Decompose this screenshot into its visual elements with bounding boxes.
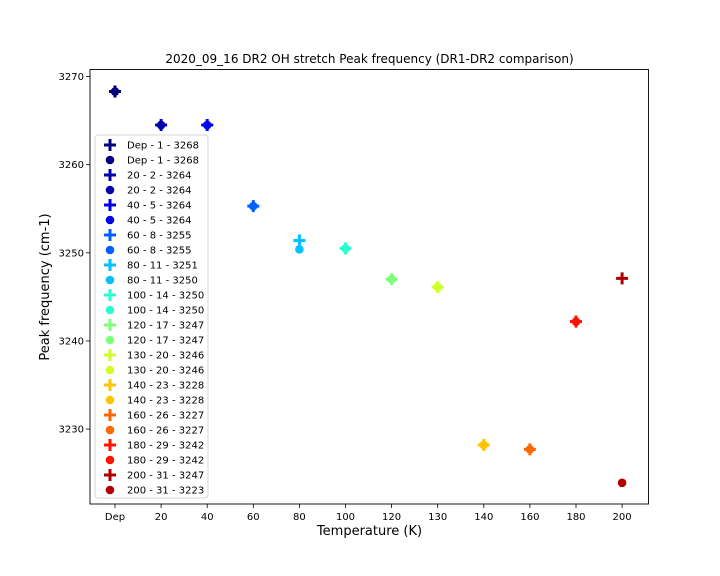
legend-label: 20 - 2 - 3264 xyxy=(127,186,191,197)
legend-marker-plus xyxy=(104,259,116,271)
data-point-plus xyxy=(201,119,214,132)
y-tick-label: 3270 xyxy=(59,72,84,83)
x-tick-label: 120 xyxy=(382,512,401,523)
legend-label: 200 - 31 - 3247 xyxy=(127,471,204,482)
legend-marker-plus xyxy=(104,469,116,481)
legend-marker-circle xyxy=(105,425,115,435)
legend-label: 180 - 29 - 3242 xyxy=(127,456,204,467)
x-tick-label: 140 xyxy=(474,512,493,523)
legend-label: 140 - 23 - 3228 xyxy=(127,381,204,392)
legend-marker-circle xyxy=(105,395,115,405)
legend-box xyxy=(94,134,209,499)
x-tick-label: 130 xyxy=(428,512,447,523)
legend-marker-circle xyxy=(105,335,115,345)
legend-label: 60 - 8 - 3255 xyxy=(127,246,191,257)
data-point-plus xyxy=(523,443,536,456)
legend-marker-plus xyxy=(104,409,116,421)
legend-marker-plus xyxy=(104,349,116,361)
y-tick-label: 3230 xyxy=(59,425,84,436)
x-tick-label: Dep xyxy=(105,512,125,523)
data-point-plus xyxy=(155,119,168,132)
legend-marker-circle xyxy=(105,275,115,285)
x-tick-label: 200 xyxy=(613,512,632,523)
legend-label: 40 - 5 - 3264 xyxy=(127,216,191,227)
legend-label: Dep - 1 - 3268 xyxy=(127,141,199,152)
legend-marker-plus xyxy=(104,379,116,391)
x-axis: Dep 20 40 60 80 100 120 130 140 160 180 200 xyxy=(105,504,632,523)
y-axis: 3230 3240 3250 3260 3270 xyxy=(59,72,90,436)
legend-label: 140 - 23 - 3228 xyxy=(127,396,204,407)
data-point-plus xyxy=(293,234,306,247)
data-point-plus xyxy=(339,242,352,255)
legend-label: 180 - 29 - 3242 xyxy=(127,441,204,452)
data-point-plus xyxy=(385,273,398,286)
legend-label: 40 - 5 - 3264 xyxy=(127,201,191,212)
legend-marker-circle xyxy=(105,455,115,465)
x-tick-label: 100 xyxy=(336,512,355,523)
legend-marker-circle xyxy=(105,305,115,315)
data-point-plus xyxy=(431,281,444,294)
legend-marker-circle xyxy=(105,155,115,165)
data-point-circle xyxy=(617,478,627,488)
legend-label: 100 - 14 - 3250 xyxy=(127,306,204,317)
legend-label: 160 - 26 - 3227 xyxy=(127,411,204,422)
legend-label: 200 - 31 - 3223 xyxy=(127,486,204,497)
legend-label: 120 - 17 - 3247 xyxy=(127,321,204,332)
x-tick-label: 80 xyxy=(293,512,306,523)
legend-marker-circle xyxy=(105,215,115,225)
legend-marker-plus xyxy=(104,439,116,451)
y-tick-label: 3260 xyxy=(59,160,84,171)
legend-label: 60 - 8 - 3255 xyxy=(127,231,191,242)
data-point-plus xyxy=(247,200,260,213)
data-point-plus xyxy=(109,85,121,98)
data-point-plus xyxy=(616,272,629,285)
legend-marker-circle xyxy=(105,185,115,195)
legend-label: 160 - 26 - 3227 xyxy=(127,426,204,437)
y-tick-label: 3240 xyxy=(59,336,84,347)
x-tick-label: 160 xyxy=(520,512,539,523)
y-axis-label: Peak frequency (cm-1) xyxy=(38,213,53,360)
legend-marker-plus xyxy=(104,139,116,151)
legend-label: 20 - 2 - 3264 xyxy=(127,171,191,182)
legend-marker-plus xyxy=(104,169,116,181)
x-axis-label: Temperature (K) xyxy=(316,524,422,539)
legend: Dep - 1 - 3268 Dep - 1 - 3268 20 - 2 - 326… xyxy=(94,134,209,499)
data-point-plus xyxy=(477,438,490,451)
legend-label: 120 - 17 - 3247 xyxy=(127,336,204,347)
legend-marker-circle xyxy=(105,245,115,255)
chart-title: 2020_09_16 DR2 OH stretch Peak frequency… xyxy=(165,52,573,66)
x-tick-label: 40 xyxy=(201,512,214,523)
legend-label: 130 - 20 - 3246 xyxy=(127,366,204,377)
y-tick-label: 3250 xyxy=(59,248,84,259)
legend-marker-plus xyxy=(104,229,116,241)
data-point-circle xyxy=(295,244,304,254)
legend-marker-circle xyxy=(105,485,115,495)
x-tick-label: 180 xyxy=(566,512,585,523)
legend-label: 80 - 11 - 3250 xyxy=(127,276,198,287)
legend-marker-plus xyxy=(104,199,116,211)
x-tick-label: 20 xyxy=(155,512,168,523)
legend-marker-circle xyxy=(105,365,115,375)
x-tick-label: 60 xyxy=(247,512,260,523)
plot-area xyxy=(89,69,649,505)
legend-marker-plus xyxy=(104,319,116,331)
legend-label: Dep - 1 - 3268 xyxy=(127,156,199,167)
data-markers xyxy=(109,85,629,488)
legend-label: 100 - 14 - 3250 xyxy=(127,291,204,302)
legend-label: 80 - 11 - 3251 xyxy=(127,261,198,272)
data-point-plus xyxy=(570,315,582,328)
legend-label: 130 - 20 - 3246 xyxy=(127,351,204,362)
legend-marker-plus xyxy=(104,289,116,301)
